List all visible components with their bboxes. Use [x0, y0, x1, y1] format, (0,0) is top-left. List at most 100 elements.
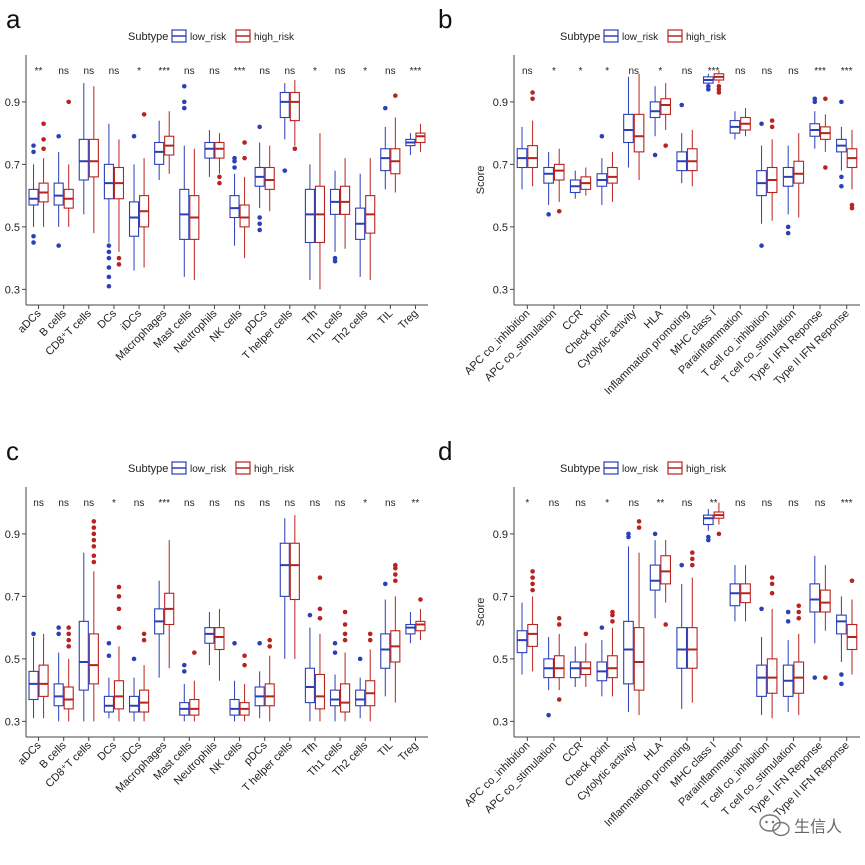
significance-label: ns	[788, 66, 799, 77]
box-high_risk	[63, 99, 74, 227]
outlier-point	[106, 640, 112, 646]
box-high_risk	[820, 565, 831, 680]
box-high_risk	[820, 96, 831, 170]
outlier-point	[267, 644, 273, 649]
outlier-point	[91, 553, 97, 559]
box-body	[355, 689, 366, 707]
significance-label: *	[112, 498, 116, 509]
box-high_risk	[846, 130, 858, 211]
outlier-point	[31, 240, 36, 245]
legend-label-high_risk: high_risk	[686, 464, 727, 475]
box-high_risk	[365, 631, 376, 722]
outlier-point	[66, 637, 72, 643]
outlier-point	[839, 672, 844, 677]
outlier-point	[706, 534, 711, 540]
outlier-point	[796, 603, 802, 609]
box-body	[836, 614, 847, 635]
box-body	[78, 138, 89, 181]
box-body	[28, 670, 39, 701]
legend-title: Subtype	[128, 31, 168, 43]
box-body	[756, 664, 767, 697]
box-low_risk	[836, 99, 847, 189]
box-body	[214, 627, 225, 651]
outlier-point	[663, 622, 668, 627]
significance-label: *	[363, 498, 367, 509]
box-body	[633, 627, 645, 691]
outlier-point	[769, 590, 775, 596]
box-high_risk	[289, 515, 300, 659]
box-body	[405, 623, 416, 635]
box-high_risk	[314, 133, 326, 290]
significance-label: ns	[762, 66, 773, 77]
box-low_risk	[569, 646, 581, 687]
outlier-point	[106, 249, 112, 255]
outlier-point	[242, 653, 247, 659]
box-body	[88, 138, 99, 178]
y-tick-label: 0.3	[493, 716, 508, 728]
significance-label: **	[412, 498, 420, 509]
box-body	[380, 148, 391, 172]
legend-title: Subtype	[560, 463, 600, 475]
outlier-point	[242, 155, 247, 161]
box-low_risk	[254, 640, 265, 719]
significance-label: ns	[335, 498, 346, 509]
box-high_risk	[527, 90, 538, 187]
legend-title: Subtype	[560, 31, 600, 43]
outlier-point	[599, 133, 605, 139]
outlier-point	[116, 594, 122, 599]
significance-label: ns	[234, 498, 245, 509]
box-body	[189, 698, 200, 716]
box-low_risk	[782, 145, 794, 236]
significance-label: ***	[410, 66, 422, 77]
outlier-point	[716, 83, 722, 89]
box-low_risk	[179, 83, 190, 277]
significance-label: ns	[788, 498, 799, 509]
outlier-point	[812, 96, 818, 102]
box-body	[660, 555, 672, 585]
box-high_risk	[88, 86, 99, 234]
box-body	[139, 689, 150, 713]
box-high_risk	[113, 584, 125, 722]
significance-label: ns	[109, 66, 120, 77]
box-high_risk	[390, 562, 401, 703]
outlier-point	[393, 572, 398, 577]
outlier-point	[56, 133, 61, 139]
box-body	[340, 185, 351, 215]
outlier-point	[317, 575, 323, 580]
box-high_risk	[607, 609, 618, 697]
box-low_risk	[329, 640, 341, 722]
outlier-point	[367, 631, 373, 637]
box-high_risk	[553, 148, 565, 214]
panel-letter: a	[6, 4, 21, 34]
box-high_risk	[139, 631, 150, 722]
outlier-point	[785, 224, 791, 230]
box-high_risk	[553, 615, 565, 702]
box-body	[128, 695, 140, 713]
box-high_risk	[740, 565, 751, 622]
y-tick-label: 0.9	[493, 97, 508, 109]
box-high_risk	[164, 540, 175, 669]
box-high_risk	[314, 575, 326, 722]
outlier-point	[141, 637, 147, 643]
panel-letter: b	[438, 4, 452, 34]
significance-label: ***	[841, 66, 853, 77]
box-high_risk	[264, 637, 275, 722]
significance-label: ns	[682, 66, 693, 77]
outlier-point	[31, 233, 36, 239]
outlier-point	[556, 615, 562, 621]
box-low_risk	[53, 133, 64, 248]
box-body	[229, 698, 240, 716]
significance-label: ns	[58, 66, 69, 77]
outlier-point	[530, 575, 535, 580]
box-body	[264, 683, 275, 707]
outlier-point	[652, 531, 658, 537]
outlier-point	[636, 525, 642, 530]
box-high_risk	[415, 597, 426, 641]
box-body	[38, 664, 49, 697]
outlier-point	[342, 622, 348, 627]
significance-label: ns	[285, 66, 296, 77]
box-high_risk	[340, 158, 351, 249]
significance-label: ns	[682, 498, 693, 509]
box-body	[128, 201, 140, 237]
box-low_risk	[676, 102, 688, 184]
